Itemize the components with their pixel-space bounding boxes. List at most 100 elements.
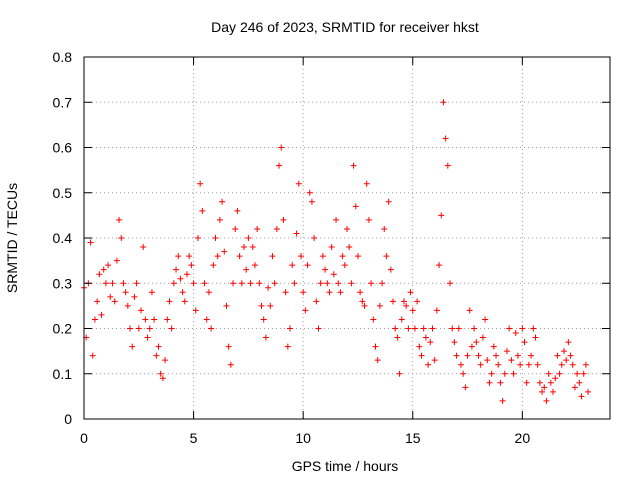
data-point	[525, 361, 532, 368]
data-point	[335, 280, 342, 287]
data-point	[177, 275, 184, 282]
data-point	[151, 316, 158, 323]
data-point	[534, 361, 541, 368]
data-point	[157, 370, 164, 377]
data-point	[510, 370, 517, 377]
data-point	[545, 370, 552, 377]
data-point	[186, 253, 193, 260]
data-point	[173, 266, 180, 273]
data-point	[484, 357, 491, 364]
data-point	[449, 325, 456, 332]
data-point	[503, 348, 510, 355]
data-point	[394, 334, 401, 341]
data-point	[400, 298, 407, 305]
data-point	[120, 280, 127, 287]
data-point	[201, 280, 208, 287]
data-point	[370, 316, 377, 323]
data-point	[258, 302, 265, 309]
data-point	[219, 198, 226, 205]
data-point	[227, 361, 234, 368]
data-point	[287, 325, 294, 332]
data-point	[203, 316, 210, 323]
data-point	[493, 352, 500, 359]
data-point	[214, 253, 221, 260]
data-point	[164, 316, 171, 323]
data-point	[216, 216, 223, 223]
data-point	[519, 325, 526, 332]
data-point	[372, 343, 379, 350]
chart-title: Day 246 of 2023, SRMTID for receiver hks…	[211, 19, 479, 35]
data-point	[578, 393, 585, 400]
data-point	[385, 198, 392, 205]
data-point	[361, 302, 368, 309]
data-point	[374, 357, 381, 364]
data-point	[313, 298, 320, 305]
data-point	[466, 307, 473, 314]
data-point	[420, 325, 427, 332]
data-point	[324, 280, 331, 287]
data-point	[582, 361, 589, 368]
data-point	[230, 280, 237, 287]
y-axis-ticks: 0 0.1 0.2 0.3 0.4 0.5 0.6 0.7 0.8	[53, 49, 610, 427]
data-point	[194, 235, 201, 241]
data-point	[205, 289, 212, 296]
data-point	[210, 262, 217, 269]
data-point	[339, 253, 346, 260]
data-point	[273, 225, 280, 232]
data-point	[558, 361, 565, 368]
data-point	[102, 280, 109, 287]
data-point	[247, 280, 254, 287]
data-point	[212, 235, 219, 241]
x-tick-label: 20	[515, 430, 531, 446]
data-point	[499, 397, 506, 404]
data-point	[532, 334, 539, 341]
data-point	[155, 343, 162, 350]
data-point	[409, 307, 416, 314]
data-point	[113, 257, 120, 264]
data-point	[359, 298, 366, 305]
data-point	[563, 357, 570, 364]
y-tick-label: 0.2	[53, 321, 73, 337]
y-tick-label: 0	[64, 411, 72, 427]
data-point	[293, 230, 300, 237]
data-point	[249, 244, 256, 251]
data-point	[425, 361, 432, 368]
data-point	[116, 216, 123, 223]
data-point	[407, 289, 414, 296]
data-point	[240, 244, 247, 251]
data-point	[497, 379, 504, 386]
x-axis-label: GPS time / hours	[292, 458, 399, 474]
data-point	[278, 144, 285, 151]
data-point	[488, 370, 495, 377]
data-point	[262, 334, 269, 341]
data-point	[352, 203, 359, 210]
data-point	[153, 352, 160, 359]
data-point	[398, 316, 405, 323]
x-tick-label: 15	[405, 430, 421, 446]
data-point	[133, 280, 140, 287]
data-point	[243, 266, 250, 273]
data-point	[175, 253, 182, 260]
data-point	[225, 343, 232, 350]
data-point	[276, 162, 283, 169]
x-tick-label: 0	[80, 430, 88, 446]
y-tick-label: 0.1	[53, 366, 73, 382]
data-point	[192, 307, 199, 314]
data-point	[363, 180, 370, 187]
data-point	[416, 343, 423, 350]
data-point	[580, 370, 587, 377]
data-point	[567, 352, 574, 359]
data-point	[576, 379, 583, 386]
data-point	[471, 325, 478, 332]
data-point	[344, 225, 350, 232]
data-point	[315, 325, 322, 332]
data-point	[422, 334, 429, 341]
data-point	[414, 298, 421, 305]
data-point	[554, 352, 561, 359]
data-point	[547, 379, 554, 386]
data-point	[89, 352, 96, 359]
y-tick-label: 0.3	[53, 275, 73, 291]
data-point	[87, 239, 94, 246]
data-point	[403, 302, 410, 309]
data-point	[571, 384, 578, 391]
